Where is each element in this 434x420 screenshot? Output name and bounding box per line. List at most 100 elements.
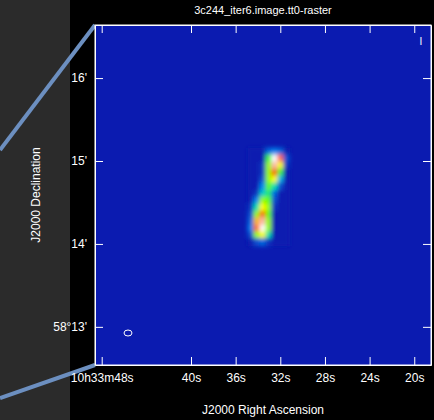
- cell: [277, 162, 284, 169]
- background: [0, 0, 434, 420]
- cell: [277, 238, 284, 246]
- cell: [277, 217, 284, 225]
- cell: [271, 211, 277, 218]
- x-axis-top: [96, 25, 432, 33]
- cell: [271, 203, 277, 211]
- cell: [248, 197, 254, 204]
- cell: [248, 225, 254, 232]
- tick-mark: [325, 357, 326, 365]
- cell: [259, 238, 266, 246]
- tick-mark: [236, 25, 237, 33]
- cell: [248, 231, 254, 238]
- cell: [283, 183, 289, 191]
- slide-panel: [0, 0, 70, 420]
- tick-mark: [423, 327, 431, 328]
- cell: [283, 154, 289, 162]
- cell: [265, 217, 271, 225]
- tick-mark: [95, 244, 103, 245]
- cell: [283, 197, 289, 204]
- cell: [254, 238, 260, 246]
- cell: [271, 238, 277, 246]
- y-axis-right: [423, 26, 432, 366]
- cell: [254, 225, 260, 232]
- cell: [254, 231, 260, 238]
- cell: [248, 154, 254, 162]
- cell: [265, 148, 271, 155]
- cell: [248, 162, 254, 169]
- tick: [423, 161, 431, 162]
- zoom-line: [0, 25, 95, 150]
- cell: [271, 162, 277, 169]
- cell: [248, 217, 254, 225]
- cell: [259, 154, 266, 162]
- tick: [423, 244, 431, 245]
- beam: [124, 330, 132, 336]
- cell: [265, 162, 271, 169]
- cell: [254, 162, 260, 169]
- cell: [277, 211, 284, 218]
- cell: [271, 148, 277, 155]
- cell: [259, 231, 266, 238]
- cell: [277, 154, 284, 162]
- tick: [325, 25, 326, 33]
- tick: [191, 25, 192, 33]
- cells: [248, 148, 290, 246]
- cell: [259, 217, 266, 225]
- tick-label: 10h33m48s: [71, 371, 134, 385]
- cell: [271, 231, 277, 238]
- cell: [265, 176, 271, 183]
- tick-mark: [423, 161, 431, 162]
- cell: [277, 190, 284, 197]
- cell: [271, 190, 277, 197]
- tick-mark: [95, 78, 103, 79]
- cell: [265, 197, 271, 204]
- tick: 15': [71, 154, 103, 168]
- tick-label: 36s: [226, 371, 245, 385]
- tick: [423, 327, 431, 328]
- tick-mark: [325, 25, 326, 33]
- tick-mark: [423, 78, 431, 79]
- cell: [265, 211, 271, 218]
- tick-label: 20s: [405, 371, 424, 385]
- cell: [265, 238, 271, 246]
- tick: 28s: [316, 357, 335, 385]
- tick-mark: [95, 327, 103, 328]
- tick-label: 40s: [182, 371, 201, 385]
- cell: [283, 231, 289, 238]
- tick-mark: [423, 244, 431, 245]
- tick-label: 15': [71, 154, 87, 168]
- image-ground: [95, 25, 431, 365]
- cell: [254, 168, 260, 176]
- cell: [283, 238, 289, 246]
- tick: 40s: [182, 357, 201, 385]
- tick: 32s: [271, 357, 290, 385]
- tick: 58°13': [53, 320, 103, 334]
- x-axis: 10h33m48s40s36s32s28s24s20s: [71, 357, 432, 385]
- tick-label: 28s: [316, 371, 335, 385]
- tick: 20s: [405, 357, 424, 385]
- tick-mark: [280, 357, 281, 365]
- cell: [283, 148, 289, 155]
- tick: 14': [71, 237, 103, 251]
- cell: [259, 190, 266, 197]
- cell: [248, 190, 254, 197]
- tick-label: 32s: [271, 371, 290, 385]
- cell: [265, 231, 271, 238]
- cell: [248, 168, 254, 176]
- cell: [283, 190, 289, 197]
- cell: [265, 190, 271, 197]
- cell: [271, 197, 277, 204]
- tick-label: 58°13': [53, 320, 87, 334]
- stokes-label: I: [420, 36, 423, 47]
- cell: [248, 148, 254, 155]
- tick: [370, 25, 371, 33]
- cell: [277, 225, 284, 232]
- cell: [271, 154, 277, 162]
- tick-mark: [414, 357, 415, 365]
- cell: [259, 176, 266, 183]
- cell: [271, 176, 277, 183]
- tick: 16': [71, 71, 103, 85]
- cell: [277, 168, 284, 176]
- x-axis-title: J2000 Right Ascension: [202, 403, 324, 417]
- cell: [248, 183, 254, 191]
